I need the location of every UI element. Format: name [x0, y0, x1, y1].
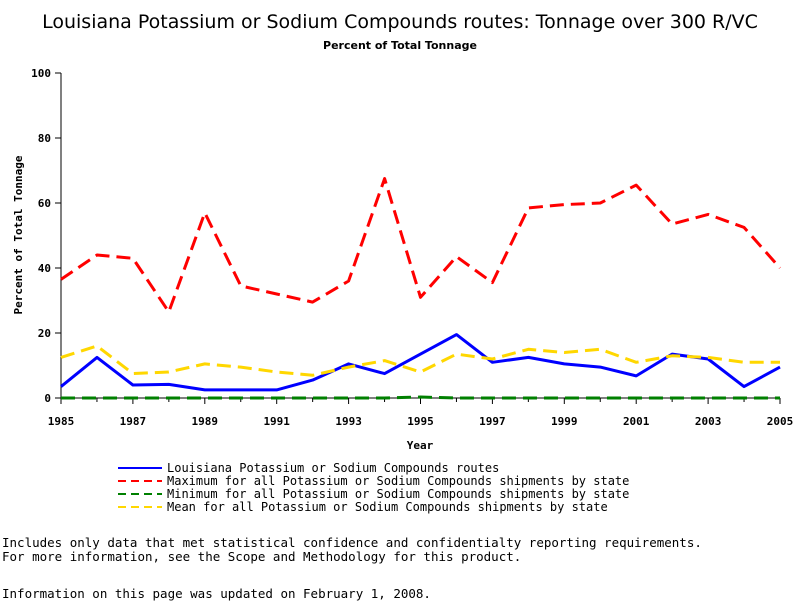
footnote-methodology: For more information, see the Scope and … [2, 549, 522, 564]
chart-title: Louisiana Potassium or Sodium Compounds … [42, 11, 758, 33]
x-tick-label: 1987 [120, 415, 147, 428]
y-axis-ticks: 0 20 40 60 80 100 [31, 67, 61, 405]
series-line [61, 395, 780, 400]
legend-entry: Minimum for all Potassium or Sodium Comp… [167, 487, 629, 501]
legend-entry: Maximum for all Potassium or Sodium Comp… [167, 474, 629, 488]
x-tick-label: 2001 [623, 415, 650, 428]
footnote-updated: Information on this page was updated on … [2, 586, 431, 601]
y-tick-label: 40 [38, 262, 51, 275]
x-tick-label: 2003 [695, 415, 722, 428]
x-tick-label: 2005 [767, 415, 794, 428]
footnote-confidence: Includes only data that met statistical … [2, 535, 702, 550]
x-tick-label: 1993 [335, 415, 362, 428]
x-tick-label: 1985 [48, 415, 75, 428]
x-tick-label: 1995 [407, 415, 434, 428]
series-lines [60, 177, 782, 400]
series-line [60, 177, 782, 314]
x-tick-label: 1991 [263, 415, 290, 428]
series-line [60, 344, 780, 377]
x-axis-ticks: 1985 1987 1989 1991 1993 1995 1997 1999 2001 2003… [48, 398, 794, 428]
y-tick-label: 60 [38, 197, 51, 210]
y-axis-label: Percent of Total Tonnage [12, 155, 25, 314]
x-tick-label: 1999 [551, 415, 578, 428]
x-tick-label: 1989 [192, 415, 219, 428]
y-tick-label: 100 [31, 67, 51, 80]
legend: Louisiana Potassium or Sodium Compounds … [118, 461, 629, 514]
chart-subtitle: Percent of Total Tonnage [323, 39, 477, 52]
series-line [60, 333, 781, 392]
y-tick-label: 20 [38, 327, 51, 340]
y-tick-label: 80 [38, 132, 51, 145]
y-tick-label: 0 [44, 392, 51, 405]
legend-entry: Mean for all Potassium or Sodium Compoun… [167, 500, 608, 514]
x-axis-label: Year [407, 439, 434, 452]
legend-entry: Louisiana Potassium or Sodium Compounds … [167, 461, 499, 475]
x-tick-label: 1997 [479, 415, 506, 428]
